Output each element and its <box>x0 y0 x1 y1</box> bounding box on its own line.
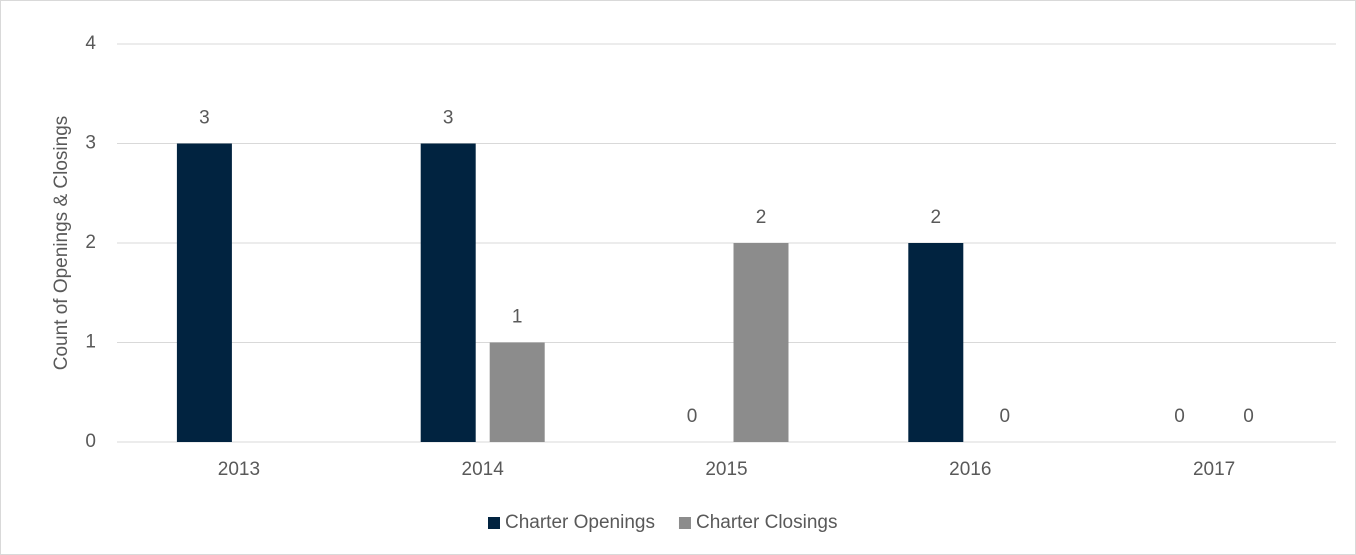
data-label: 0 <box>1243 406 1254 427</box>
bar <box>420 143 476 442</box>
y-tick-label: 0 <box>85 431 96 452</box>
data-label: 0 <box>1174 406 1185 427</box>
x-tick-label: 2014 <box>462 459 505 480</box>
bar <box>176 143 232 442</box>
data-label: 0 <box>687 406 698 427</box>
y-axis-title: Count of Openings & Closings <box>51 116 72 371</box>
x-tick-label: 2017 <box>1193 459 1235 480</box>
bar <box>733 243 789 442</box>
data-label: 1 <box>512 307 523 328</box>
legend-label: Charter Closings <box>696 512 838 533</box>
x-tick-label: 2015 <box>705 459 747 480</box>
legend-swatch <box>678 517 691 529</box>
y-tick-label: 3 <box>85 133 96 154</box>
x-tick-label: 2013 <box>218 459 260 480</box>
bar <box>908 243 964 442</box>
data-label: 0 <box>1000 406 1011 427</box>
y-tick-label: 2 <box>85 232 96 253</box>
y-tick-label: 1 <box>85 332 96 353</box>
bar <box>489 342 545 442</box>
data-label: 3 <box>443 108 454 129</box>
legend-swatch <box>488 517 500 529</box>
data-label: 2 <box>756 207 767 228</box>
data-label: 3 <box>199 108 210 129</box>
x-tick-label: 2016 <box>949 459 991 480</box>
y-tick-label: 4 <box>85 33 96 54</box>
legend-label: Charter Openings <box>505 512 655 533</box>
data-label: 2 <box>931 207 942 228</box>
